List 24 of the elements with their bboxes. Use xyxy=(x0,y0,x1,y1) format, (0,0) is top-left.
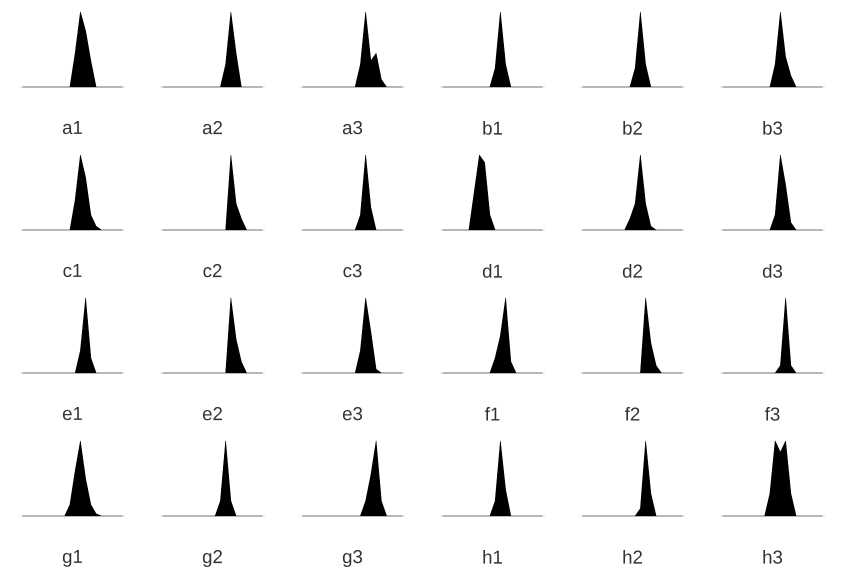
x-axis-title: e1 xyxy=(62,407,82,420)
x-axis-title: c1 xyxy=(63,264,82,278)
x-axis-title: f1 xyxy=(484,407,500,421)
x-axis-title: a3 xyxy=(342,121,362,134)
x-axis-title: h1 xyxy=(483,550,502,564)
x-axis-title: f2 xyxy=(624,407,640,421)
x-axis-title: c3 xyxy=(343,264,362,278)
x-axis-title: d2 xyxy=(622,264,642,278)
x-axis-title: g2 xyxy=(202,550,222,567)
x-axis-title: a2 xyxy=(202,121,222,134)
x-axis-title: f3 xyxy=(764,407,780,421)
x-axis-title: e2 xyxy=(202,407,222,420)
x-axis-title: c2 xyxy=(203,264,222,278)
x-axis-title: g1 xyxy=(62,550,82,567)
x-axis-title: a1 xyxy=(62,121,82,134)
x-axis-title: d3 xyxy=(762,264,782,278)
x-axis-title: b1 xyxy=(483,121,502,135)
x-axis-title: e3 xyxy=(342,407,362,420)
x-axis-title: g3 xyxy=(342,550,362,567)
x-axis-title: b3 xyxy=(763,121,782,135)
x-axis-title: d1 xyxy=(482,264,502,278)
x-axis-title: h3 xyxy=(763,550,782,564)
x-axis-title: h2 xyxy=(623,550,642,564)
x-axis-title: b2 xyxy=(623,121,642,135)
